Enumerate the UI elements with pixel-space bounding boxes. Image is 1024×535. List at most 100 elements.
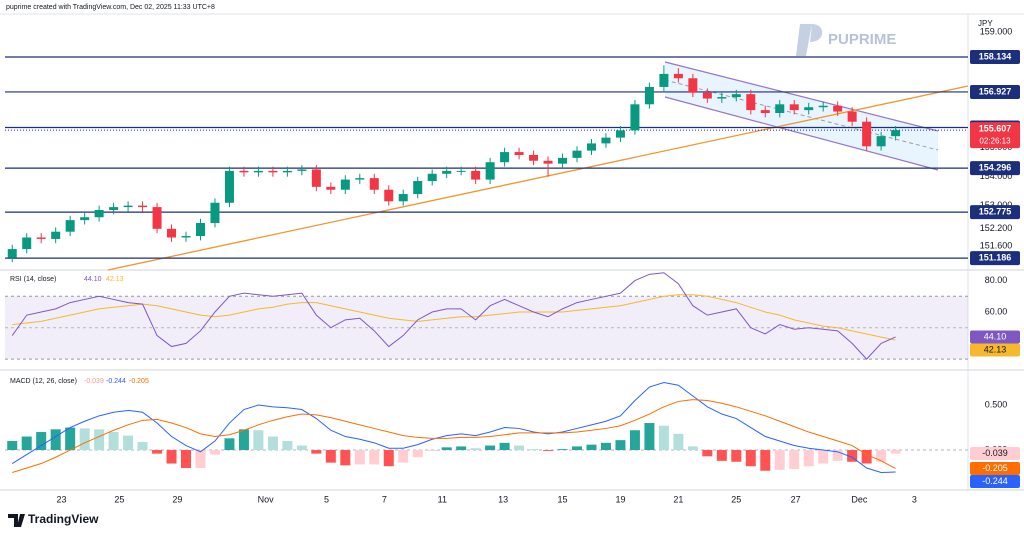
y-tick-label: 0.500: [985, 399, 1008, 409]
drawings: [107, 61, 969, 271]
candle-body: [644, 86, 654, 105]
histogram-bar: [716, 450, 727, 461]
x-tick-label: Dec: [851, 494, 868, 504]
histogram-bar: [876, 450, 887, 462]
candle-body: [253, 170, 263, 173]
candle-body: [833, 105, 843, 112]
candle-body: [818, 105, 828, 108]
candle-body: [789, 104, 799, 111]
y-tick-label: 154.000: [980, 171, 1013, 181]
level-box: [970, 205, 1020, 220]
candle-body: [224, 170, 234, 203]
x-tick-label: 13: [498, 494, 508, 504]
histogram-bar: [224, 438, 235, 451]
candle-body: [123, 205, 133, 208]
candle-body: [427, 173, 437, 182]
value-box: [970, 461, 1020, 475]
histogram-bar: [21, 436, 32, 451]
candle-body: [195, 223, 205, 237]
histogram-bar: [861, 450, 872, 464]
candle-body: [804, 107, 814, 111]
last-value-label: -0.205: [982, 463, 1008, 473]
candle-body: [500, 152, 510, 163]
histogram-bar: [238, 429, 249, 451]
histogram-bar: [847, 450, 858, 462]
candle-body: [673, 73, 683, 79]
candle-body: [138, 205, 148, 208]
series-line: [11, 382, 896, 474]
candle-body: [311, 169, 321, 187]
last-value-label: 44.10: [984, 331, 1007, 341]
histogram-bar: [890, 450, 901, 454]
watermark: PUPRIME: [828, 31, 896, 48]
last-price-label: 155.607: [979, 124, 1012, 134]
histogram-bar: [253, 430, 264, 451]
rsi-value: 44.10: [84, 276, 102, 283]
y-tick-label: 152.200: [980, 223, 1013, 233]
histogram-bar: [702, 450, 713, 457]
candle-body: [572, 150, 582, 158]
candle-body: [297, 169, 307, 171]
level-label: 154.296: [979, 162, 1012, 172]
series-line: [11, 272, 896, 360]
y-tick-label: 60.00: [985, 306, 1008, 316]
x-tick-label: 19: [615, 494, 625, 504]
candle-body: [413, 181, 423, 195]
candle-body: [760, 110, 770, 113]
last-value-label: -0.244: [982, 476, 1008, 486]
level-box: [970, 50, 1020, 65]
value-box: [970, 343, 1020, 357]
candle-body: [630, 104, 640, 131]
brand: TradingView: [28, 512, 99, 526]
x-tick-label: 21: [673, 494, 683, 504]
histogram-bar: [543, 450, 554, 451]
countdown: 02:26:13: [979, 136, 1011, 145]
x-tick-label: 5: [324, 494, 329, 504]
level-box: [970, 161, 1020, 176]
histogram-bar: [818, 450, 829, 464]
histogram-bar: [731, 450, 742, 462]
header: puprime created with TradingView.com, De…: [6, 4, 215, 11]
histogram-bar: [166, 450, 177, 464]
series-line: [12, 294, 896, 341]
histogram-bar: [803, 450, 814, 467]
histogram-bar: [36, 432, 47, 451]
histogram-bar: [789, 450, 800, 469]
histogram-bar: [470, 448, 481, 451]
histogram-bar: [629, 430, 640, 451]
x-tick-label: 25: [731, 494, 741, 504]
candle-body: [529, 154, 539, 161]
last-price-box: [970, 122, 1020, 149]
candle-body: [109, 207, 119, 210]
histogram-bar: [79, 428, 90, 451]
channel-lower: [664, 96, 939, 171]
x-tick-label: 29: [172, 494, 182, 504]
candle-body: [601, 137, 611, 144]
histogram-bar: [600, 442, 611, 451]
last-value-label: -0.039: [982, 448, 1008, 458]
histogram-bar: [137, 441, 148, 451]
histogram-bar: [94, 429, 105, 451]
macd-hist-value: -0.039: [84, 378, 104, 385]
histogram-bar: [687, 446, 698, 451]
histogram-bar: [485, 445, 496, 451]
histogram-bar: [832, 450, 843, 461]
histogram-bar: [209, 450, 220, 455]
histogram-bar: [441, 447, 452, 451]
histogram-bar: [65, 427, 76, 451]
channel-mid: [664, 79, 939, 151]
histogram-bar: [673, 433, 684, 451]
candle-body: [167, 228, 177, 238]
histogram-bar: [282, 441, 293, 451]
level-label: 151.186: [979, 253, 1012, 263]
x-tick-label: 25: [114, 494, 124, 504]
candle-body: [485, 162, 495, 180]
candle-body: [543, 160, 553, 164]
histogram-bar: [572, 446, 583, 451]
candle-body: [514, 152, 524, 155]
histogram-bar: [514, 445, 525, 451]
level-label: 152.775: [979, 207, 1012, 217]
candle-body: [7, 249, 17, 258]
histogram-bar: [499, 442, 510, 451]
candle-body: [746, 94, 756, 111]
